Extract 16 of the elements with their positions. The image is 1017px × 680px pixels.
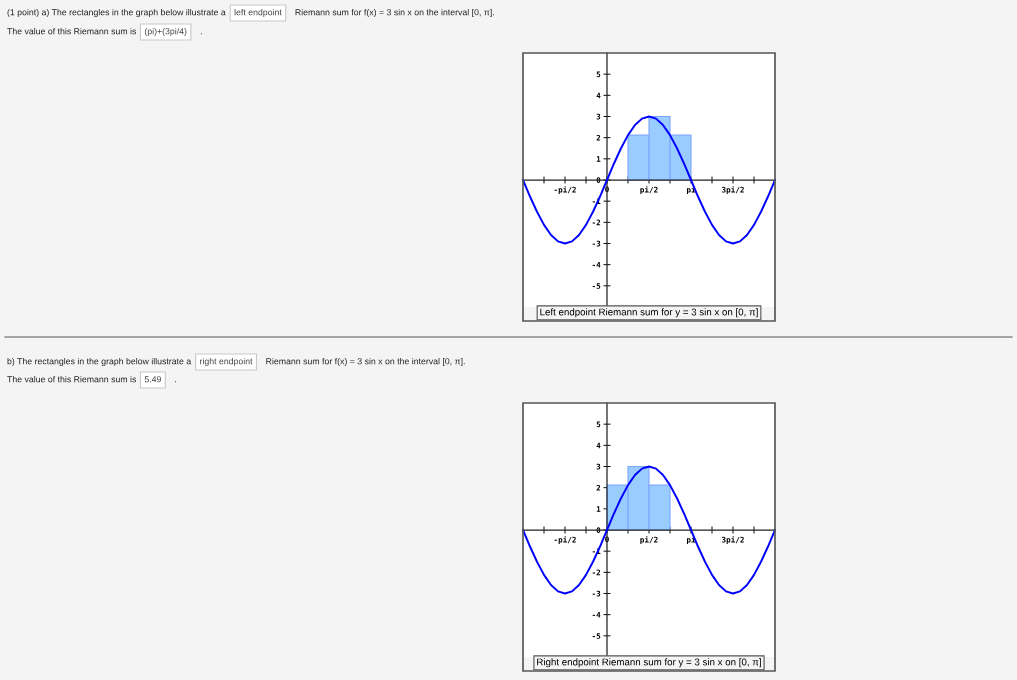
text: Right endpoint Riemann sum for y = 3 sin x on [0, π] [537, 658, 761, 668]
text: . [200, 33, 202, 35]
text: The value of this Riemann sum is [7, 375, 137, 383]
text: (1 point) a) The rectangles in the graph below illustrate a [7, 8, 226, 18]
text: Riemann sum for f(x) = 3 sin x on the interval [0, π]. [295, 8, 494, 18]
text: left endpoint [234, 8, 282, 18]
text: The value of this Riemann sum is [7, 27, 137, 35]
text: . [175, 381, 177, 383]
text: Riemann sum for f(x) = 3 sin x on the interval [0, π]. [266, 357, 465, 367]
text: (pi)+(3pi/4) [144, 27, 187, 37]
line-series [522, 115, 776, 245]
text: 5.49 [144, 376, 161, 383]
line-series [522, 465, 776, 595]
text: b) The rectangles in the graph below illustrate a [7, 357, 192, 367]
text: right endpoint [200, 357, 253, 367]
text: Left endpoint Riemann sum for y = 3 sin x on [0, π] [540, 308, 758, 318]
